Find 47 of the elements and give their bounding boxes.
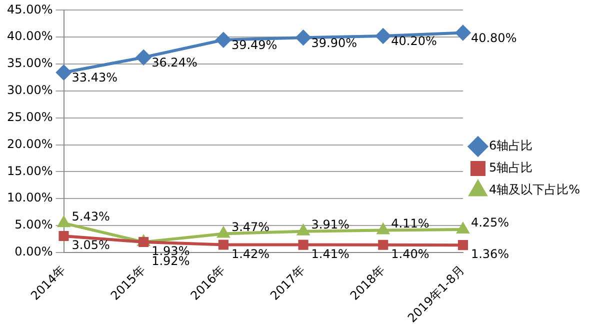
point xyxy=(218,240,228,250)
legend-label: 6轴占比 xyxy=(488,138,533,153)
point xyxy=(298,240,308,250)
point xyxy=(58,230,69,242)
data-label: 1.36% xyxy=(470,247,510,262)
point xyxy=(56,64,72,80)
data-label: 3.91% xyxy=(311,217,350,232)
data-label: 4.11% xyxy=(391,216,430,230)
y-tick-label: 15.00% xyxy=(6,164,53,178)
data-label: 40.20% xyxy=(391,34,437,48)
data-label: 39.90% xyxy=(311,36,358,50)
point xyxy=(296,30,311,46)
data-label: 3.47% xyxy=(231,220,270,234)
point xyxy=(136,50,152,65)
y-tick-label: 20.00% xyxy=(6,136,53,151)
y-tick-label: 0.00% xyxy=(14,244,53,259)
point xyxy=(218,227,230,238)
legend-label: 4轴及以下占比% xyxy=(488,182,580,197)
y-tick-label: 35.00% xyxy=(6,56,53,70)
y-tick-label: 30.00% xyxy=(6,83,53,98)
data-label: 1.41% xyxy=(311,246,350,261)
point xyxy=(297,224,310,236)
point xyxy=(58,216,70,228)
y-tick-label: 10.00% xyxy=(6,190,53,205)
data-label: 40.80% xyxy=(470,30,517,45)
data-label: 3.05% xyxy=(72,238,110,252)
point xyxy=(457,223,469,234)
point xyxy=(455,25,470,40)
y-tick-label: 45.00% xyxy=(6,2,53,16)
data-label: 1.42% xyxy=(231,246,270,261)
point xyxy=(376,28,391,44)
point xyxy=(458,240,468,250)
data-label: 4.25% xyxy=(470,216,510,230)
y-tick-label: 5.00% xyxy=(14,218,53,232)
data-label: 1.92% xyxy=(152,254,190,268)
data-label: 33.43% xyxy=(72,70,118,85)
point xyxy=(138,236,149,248)
point xyxy=(378,240,388,250)
data-label: 5.43% xyxy=(72,209,110,224)
point xyxy=(216,32,231,48)
data-label: 39.49% xyxy=(231,38,278,52)
y-tick-label: 40.00% xyxy=(6,29,53,44)
point xyxy=(377,224,389,234)
data-label: 1.40% xyxy=(391,246,430,261)
y-tick-label: 25.00% xyxy=(6,110,53,124)
data-label: 36.24% xyxy=(152,55,198,70)
legend-label: 5轴占比 xyxy=(488,160,533,175)
